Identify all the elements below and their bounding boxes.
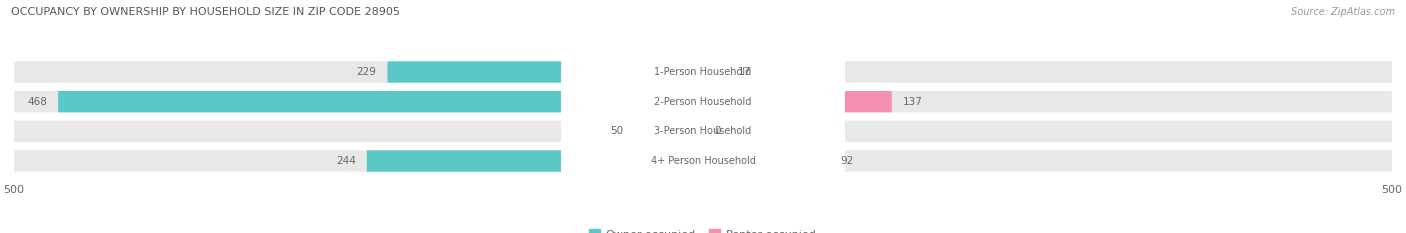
FancyBboxPatch shape <box>561 62 845 233</box>
FancyBboxPatch shape <box>561 0 845 171</box>
FancyBboxPatch shape <box>703 91 891 112</box>
Legend: Owner-occupied, Renter-occupied: Owner-occupied, Renter-occupied <box>585 225 821 233</box>
FancyBboxPatch shape <box>703 150 830 172</box>
Text: 50: 50 <box>610 126 623 136</box>
FancyBboxPatch shape <box>561 3 845 200</box>
FancyBboxPatch shape <box>14 91 1392 112</box>
Text: 1-Person Household: 1-Person Household <box>654 67 752 77</box>
FancyBboxPatch shape <box>703 61 727 83</box>
FancyBboxPatch shape <box>561 33 845 230</box>
FancyBboxPatch shape <box>14 150 1392 172</box>
FancyBboxPatch shape <box>388 61 703 83</box>
Text: 0: 0 <box>714 126 720 136</box>
FancyBboxPatch shape <box>634 121 703 142</box>
Text: 3-Person Household: 3-Person Household <box>654 126 752 136</box>
Text: 17: 17 <box>738 67 751 77</box>
Text: 4+ Person Household: 4+ Person Household <box>651 156 755 166</box>
FancyBboxPatch shape <box>14 61 1392 83</box>
Text: 468: 468 <box>27 97 48 107</box>
Text: 137: 137 <box>903 97 922 107</box>
FancyBboxPatch shape <box>14 121 1392 142</box>
Text: 2-Person Household: 2-Person Household <box>654 97 752 107</box>
FancyBboxPatch shape <box>58 91 703 112</box>
Text: 229: 229 <box>357 67 377 77</box>
FancyBboxPatch shape <box>367 150 703 172</box>
Text: Source: ZipAtlas.com: Source: ZipAtlas.com <box>1291 7 1395 17</box>
Text: OCCUPANCY BY OWNERSHIP BY HOUSEHOLD SIZE IN ZIP CODE 28905: OCCUPANCY BY OWNERSHIP BY HOUSEHOLD SIZE… <box>11 7 401 17</box>
Text: 244: 244 <box>336 156 356 166</box>
Text: 92: 92 <box>841 156 853 166</box>
